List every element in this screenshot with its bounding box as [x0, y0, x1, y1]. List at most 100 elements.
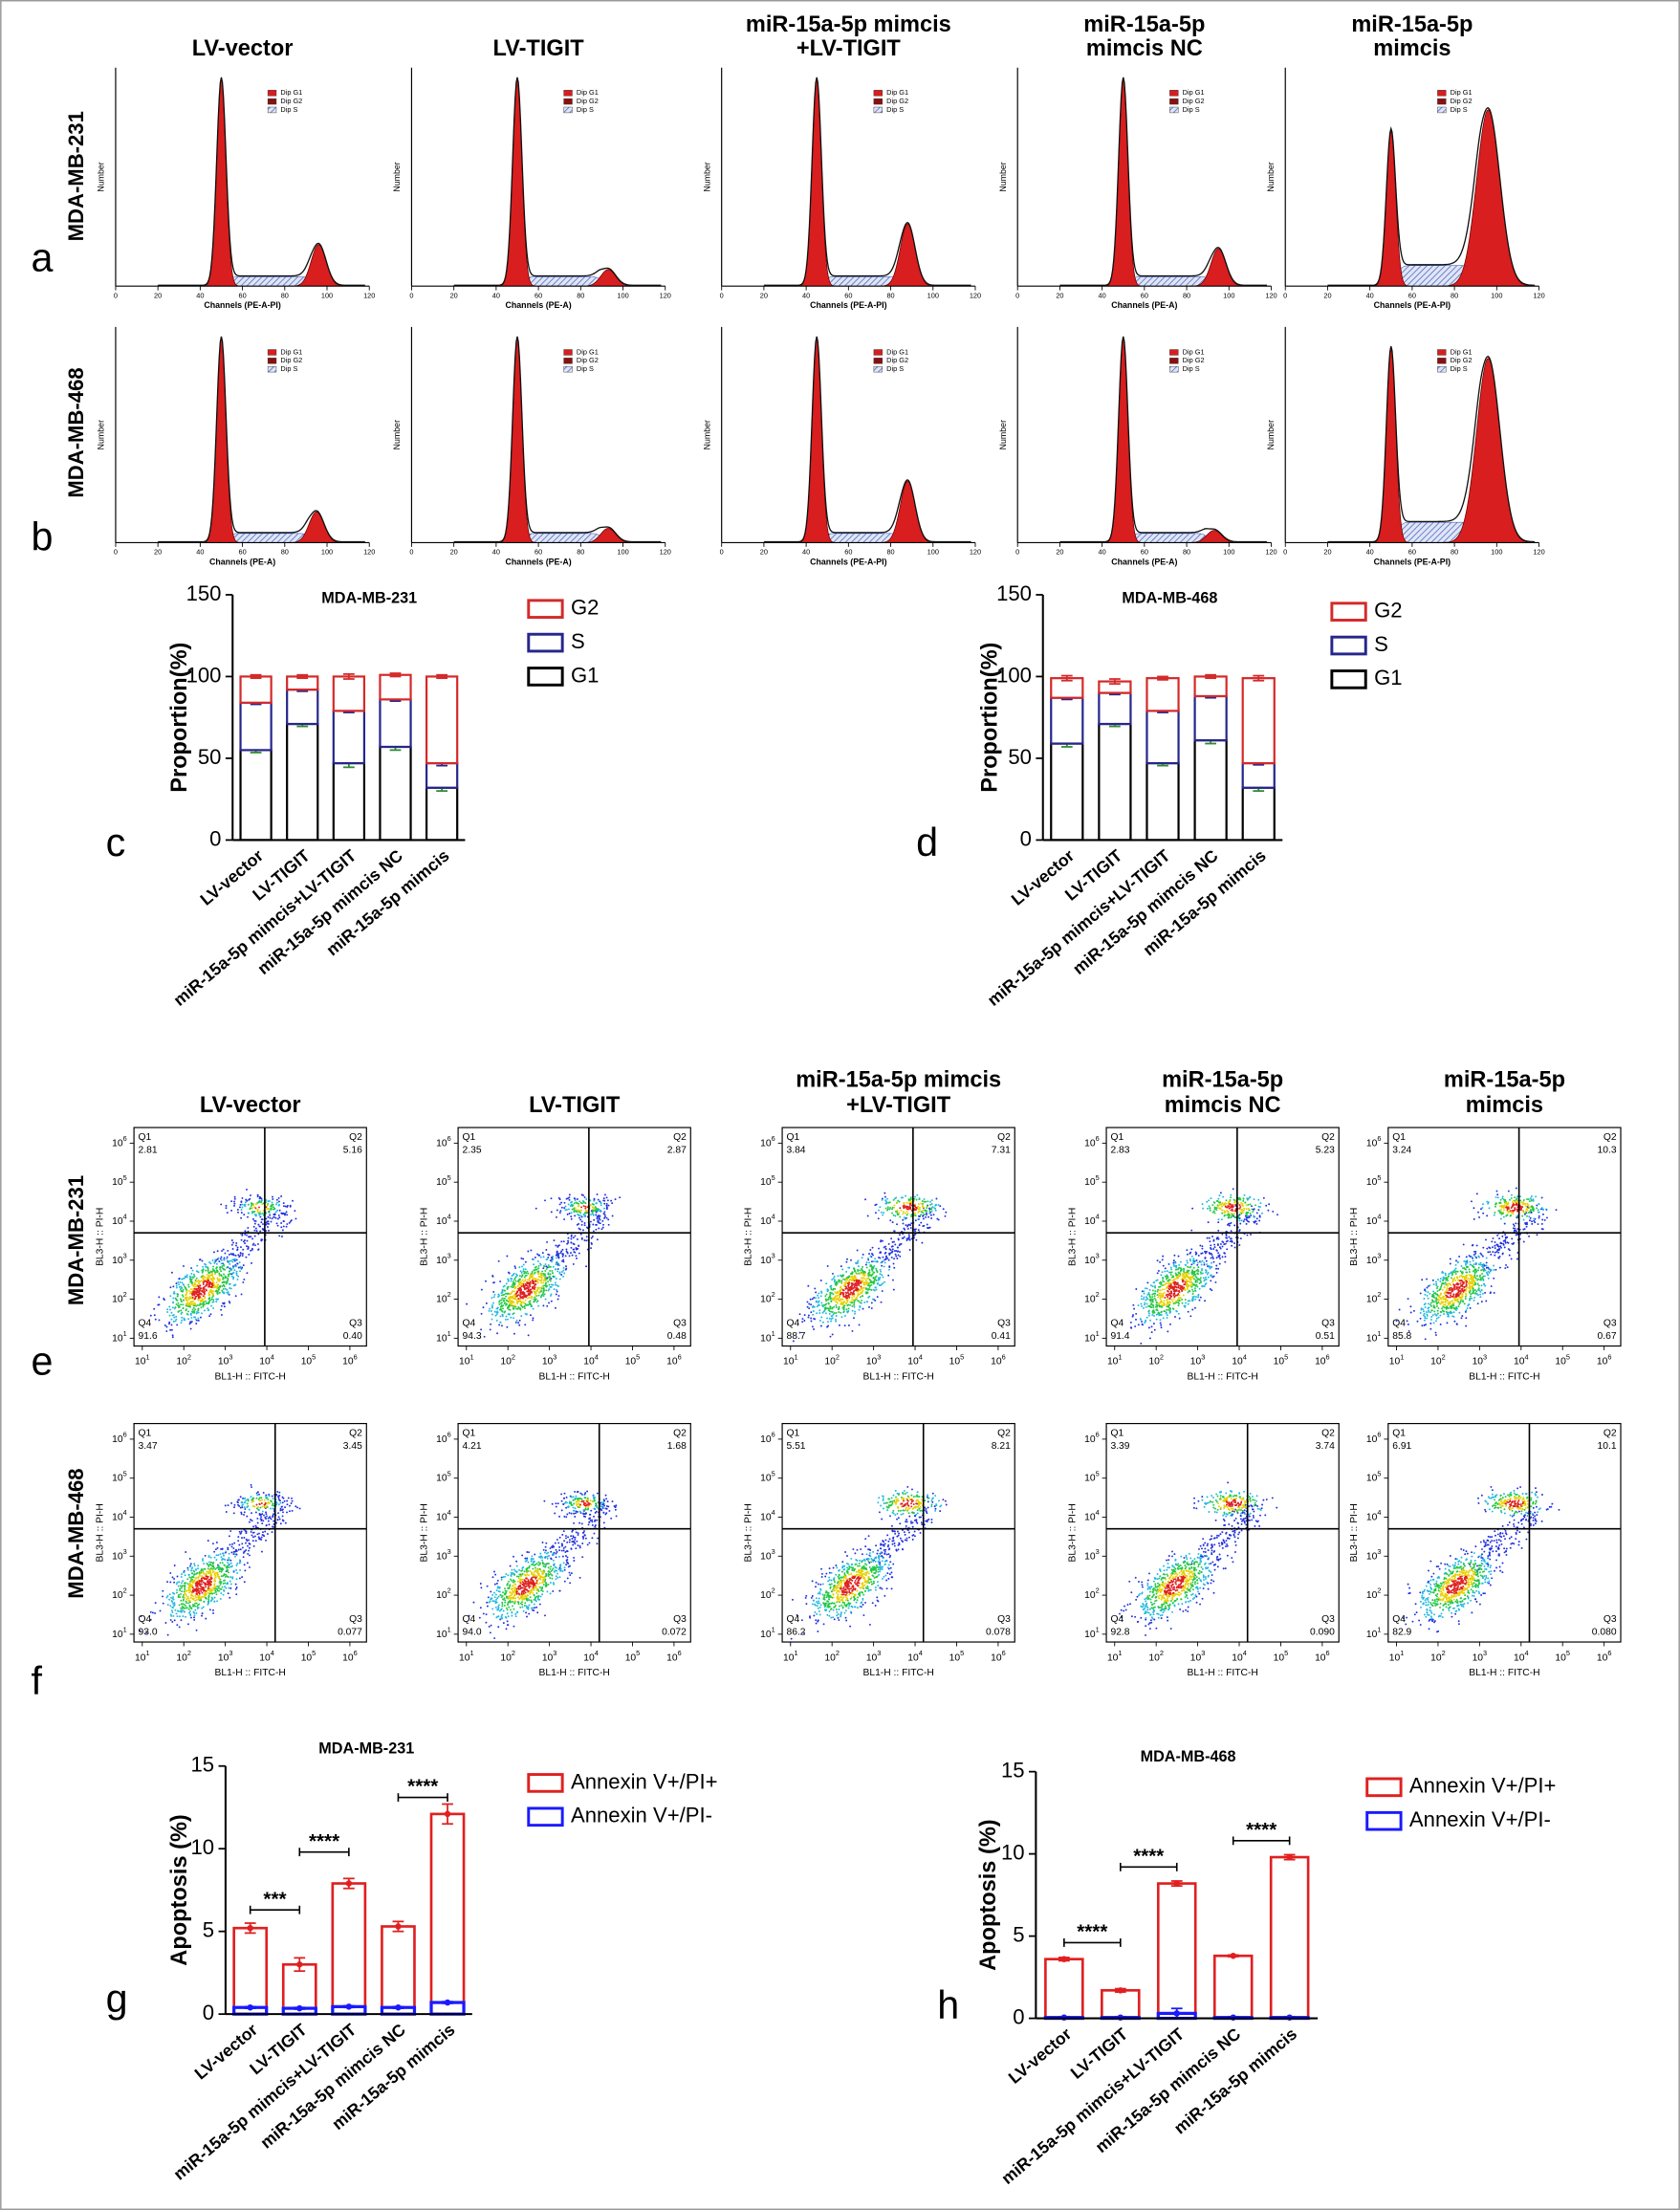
event-dot: [195, 1285, 198, 1288]
event-dot: [1197, 1296, 1200, 1299]
event-dot: [1224, 1260, 1227, 1263]
event-dot: [1193, 1287, 1196, 1290]
event-dot: [574, 1214, 577, 1217]
event-dot: [1218, 1204, 1221, 1207]
event-dot: [169, 1328, 172, 1331]
event-dot: [832, 1293, 835, 1296]
event-dot: [175, 1318, 178, 1321]
event-dot: [939, 1205, 942, 1208]
x-tick-label: 60: [238, 548, 246, 557]
event-dot: [606, 1199, 609, 1202]
event-dot: [1218, 1262, 1221, 1265]
event-dot: [1421, 1324, 1424, 1327]
event-dot: [1512, 1223, 1515, 1226]
event-dot: [1255, 1217, 1258, 1220]
event-dot: [246, 1272, 249, 1275]
event-dot: [1245, 1208, 1248, 1211]
event-dot: [229, 1302, 231, 1304]
event-dot: [223, 1268, 225, 1271]
event-dot: [282, 1202, 285, 1205]
event-dot: [572, 1204, 575, 1207]
legend-swatch: [267, 349, 277, 356]
event-dot: [1148, 1289, 1151, 1291]
event-dot: [840, 1265, 842, 1268]
event-dot: [892, 1198, 895, 1201]
tick-exponent: 6: [1096, 1134, 1100, 1143]
event-dot: [574, 1251, 577, 1254]
event-dot: [1233, 1213, 1235, 1215]
event-dot: [536, 1288, 539, 1291]
event-dot: [555, 1244, 557, 1247]
event-dot: [205, 1300, 207, 1302]
event-dot: [1495, 1196, 1497, 1198]
event-dot: [1197, 1293, 1200, 1296]
event-dot: [158, 1303, 161, 1306]
legend-swatch: [873, 98, 883, 105]
event-dot: [830, 1288, 833, 1291]
event-dot: [207, 1277, 210, 1280]
quadrant-value: 88.7: [786, 1331, 805, 1342]
event-dot: [170, 1318, 173, 1321]
event-dot: [517, 1305, 520, 1308]
tick-label: 105: [301, 1352, 316, 1367]
event-dot: [1241, 1204, 1244, 1207]
event-dot: [1163, 1300, 1166, 1302]
event-dot: [835, 1320, 838, 1323]
event-dot: [868, 1261, 870, 1264]
event-dot: [168, 1321, 171, 1324]
event-dot: [1446, 1322, 1449, 1324]
event-dot: [250, 1194, 251, 1196]
event-dot: [857, 1265, 860, 1268]
event-dot: [508, 1308, 511, 1311]
panel-letter: b: [32, 514, 54, 558]
event-dot: [1487, 1277, 1490, 1280]
event-dot: [183, 1265, 185, 1267]
x-tick-label: 0: [1015, 291, 1019, 299]
event-dot: [1461, 1315, 1464, 1318]
event-dot: [1503, 1222, 1506, 1225]
event-dot: [246, 1188, 248, 1191]
event-dot: [290, 1219, 293, 1222]
legend-swatch: [1437, 106, 1447, 114]
event-dot: [282, 1225, 285, 1228]
event-dot: [1486, 1247, 1489, 1250]
event-dot: [1200, 1272, 1203, 1275]
event-dot: [553, 1288, 556, 1291]
event-dot: [292, 1199, 295, 1202]
quadrant-name: Q2: [673, 1132, 687, 1143]
event-dot: [228, 1270, 230, 1273]
event-dot: [507, 1300, 510, 1302]
event-dot: [560, 1250, 563, 1253]
event-dot: [214, 1273, 216, 1276]
event-dot: [169, 1308, 171, 1311]
event-dot: [558, 1278, 561, 1280]
x-tick-label: 100: [927, 291, 939, 299]
tick-base: 10: [259, 1356, 271, 1367]
event-dot: [1524, 1222, 1527, 1224]
event-dot: [166, 1308, 169, 1311]
x-tick-label: 40: [802, 291, 810, 299]
event-dot: [1201, 1203, 1204, 1206]
event-dot: [830, 1300, 833, 1302]
event-dot: [1420, 1307, 1423, 1310]
event-dot: [934, 1209, 937, 1212]
tick-exponent: 4: [1096, 1213, 1100, 1221]
event-dot: [195, 1287, 198, 1290]
event-dot: [220, 1304, 223, 1307]
event-dot: [549, 1270, 552, 1272]
event-dot: [847, 1277, 850, 1280]
tick-label: 105: [436, 1173, 451, 1188]
event-dot: [511, 1278, 513, 1280]
event-dot: [149, 1314, 152, 1317]
event-dot: [564, 1268, 567, 1271]
quadrant-value: 0.40: [343, 1331, 362, 1342]
event-dot: [1150, 1306, 1153, 1309]
event-dot: [507, 1313, 510, 1316]
event-dot: [902, 1196, 905, 1199]
event-dot: [491, 1318, 493, 1321]
event-dot: [262, 1229, 265, 1232]
event-dot: [183, 1319, 185, 1322]
event-dot: [512, 1295, 514, 1298]
event-dot: [556, 1284, 558, 1287]
event-dot: [189, 1312, 192, 1315]
